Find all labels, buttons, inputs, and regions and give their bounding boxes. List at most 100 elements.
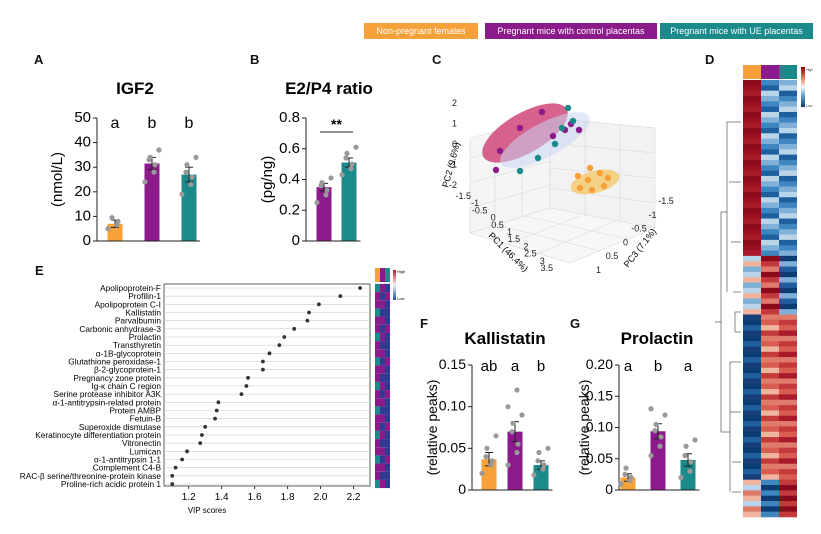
heatmap-cell [761,293,779,299]
data-point [505,462,511,468]
vip-group-header [380,268,385,282]
vip-point [246,375,250,380]
vip-point [244,384,249,388]
bar [533,465,549,490]
pca-pc2-tick: 1 [452,119,457,129]
data-point [151,169,157,175]
vip-heat-cell [375,422,380,431]
vip-protein-label: Proline-rich acidic protein 1 [61,479,161,489]
pca-pc2-tick: -2 [449,180,457,190]
vip-point [307,310,311,315]
vip-heat-cell [375,300,380,309]
heatmap-cell [743,421,761,427]
heatmap-cell [779,202,797,209]
pca-pc3-tick: -0.5 [631,224,647,234]
legend-nonpreg: Non-pregnant females [364,23,478,39]
heatmap-cell [743,447,761,454]
heatmap-cell [743,314,761,321]
heatmap-cell [779,154,797,161]
chart-prolactin: Prolactin (relative peaks) 0 0.05 0.10 0.15 0.… [576,329,700,497]
y-tick-label: 20 [74,183,91,200]
panel-letter-e: E [35,263,44,278]
heatmap-cell [761,95,779,102]
vip-heat-cell [385,341,390,350]
heatmap-cell [743,80,761,86]
heatmap-cell [761,101,779,107]
y-tick-label: 0.20 [586,356,613,372]
data-point [622,471,628,477]
pca-point-control-5 [549,132,557,140]
heatmap-cell [761,415,779,422]
vip-x-tick-label: 1.8 [281,492,295,503]
heatmap-cell [743,143,761,150]
heatmap-cell [743,458,761,465]
chart-title: Prolactin [621,329,694,348]
significance-letter: b [654,358,662,375]
heatmap-cell [779,442,797,449]
heatmap-cell [779,495,797,502]
heatmap-cell [761,234,779,241]
heatmap-cell [743,501,761,507]
data-point [183,169,189,175]
heatmap-cell [743,410,761,417]
heatmap-cell [779,410,797,417]
heatmap-cell [743,159,761,166]
data-point [623,465,629,471]
heatmap-cell [761,223,779,230]
vip-heat-cell [375,365,380,374]
vip-heat-cell [375,398,380,407]
vip-protein-label: Lumican [130,446,162,456]
vip-scale-high: High [397,269,405,274]
heatmap-cell [779,207,797,214]
heatmap-cell [743,197,761,203]
heatmap-cell [743,202,761,209]
heatmap-cell [743,282,761,289]
heatmap-cell [761,426,779,433]
pca-point-ue-3 [534,154,542,162]
legend-control: Pregnant mice with control placentas [485,23,657,39]
heatmap-cell [761,410,779,417]
heatmap-cell [779,383,797,390]
vip-heat-cell [385,422,390,431]
data-point [628,474,634,481]
vip-point [260,367,265,372]
heatmap-cell [761,442,779,449]
heatmap-cell [779,122,797,129]
data-point [514,387,520,393]
heatmap-cell [743,255,761,262]
legend-ue-label: Pregnant mice with UE placentas [670,26,803,36]
heatmap-cell [779,319,797,326]
heatmap-cell [779,143,797,150]
heatmap-cell [743,383,761,390]
heatmap-cell [779,447,797,454]
heatmap-cell [761,495,779,502]
bar [107,223,123,241]
chart-igf2: IGF2 (nmol/L) 0 10 20 30 40 50 a b b [49,79,200,249]
data-point [648,406,654,412]
y-tick-label: 0.4 [279,171,300,188]
data-point [692,437,698,443]
bar [181,174,197,241]
heatmap-cell [761,351,779,358]
heatmap-cell [743,165,761,171]
vip-heat-cell [380,283,385,293]
vip-heat-cell [385,381,390,391]
heatmap-cell [779,341,797,347]
legend-control-label: Pregnant mice with control placentas [497,26,645,36]
heatmap-cell [779,389,797,395]
data-point [188,181,194,188]
heatmap-cell [743,309,761,315]
vip-heat-cell [385,414,390,423]
heatmap-cell [779,511,797,518]
heatmap-cell [743,351,761,358]
data-point [109,215,115,221]
data-point [349,161,355,167]
vip-heat-cell [375,349,380,358]
heatmap-cell [743,277,761,283]
pca-points-control [492,108,583,174]
heatmap-cell [761,458,779,465]
data-point [657,443,663,449]
heatmap-cell [743,319,761,326]
vip-heat-cell [385,316,390,325]
pca-point-nonpreg-7 [600,182,608,190]
